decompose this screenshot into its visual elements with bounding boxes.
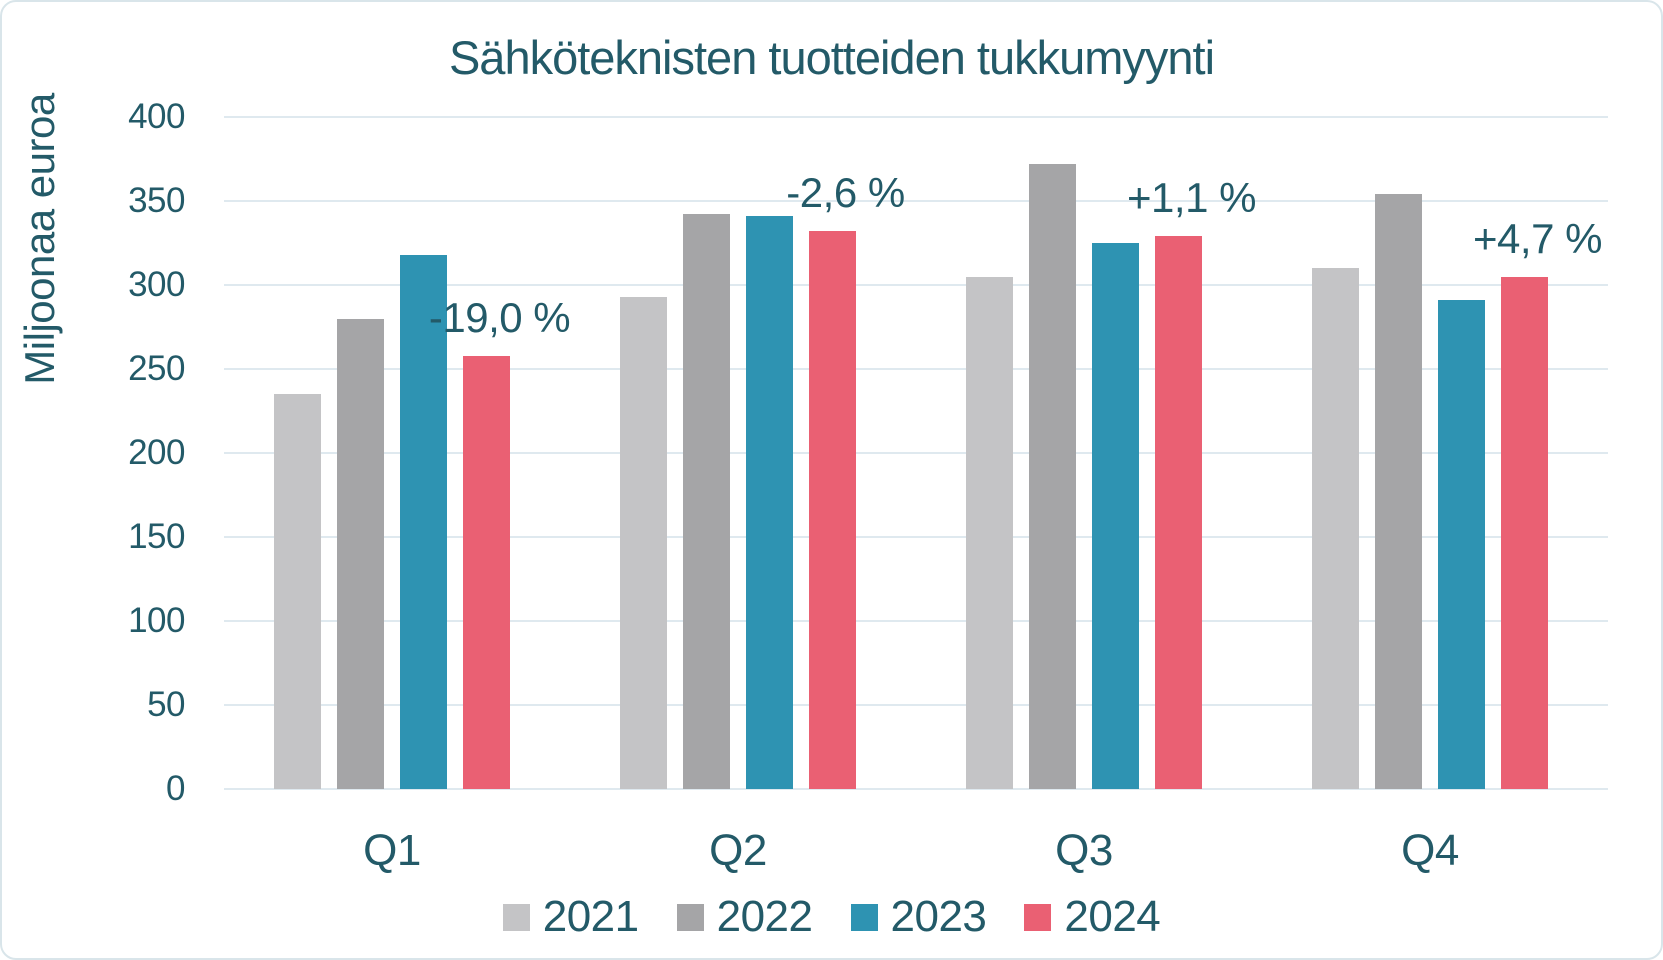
- y-tick-label-50: 50: [147, 685, 185, 724]
- bar-2022-q2: [683, 214, 730, 789]
- bar-2024-q3: [1155, 236, 1202, 789]
- annotation-q1: -19,0 %: [428, 293, 571, 341]
- y-tick-label-300: 300: [128, 265, 185, 304]
- annotation-q2: -2,6 %: [786, 169, 905, 217]
- bar-2022-q1: [337, 318, 384, 789]
- bar-2023-q1: [400, 254, 447, 789]
- gridline-150: [224, 536, 1608, 538]
- legend-item-2024: 2024: [1024, 892, 1161, 942]
- bar-2023-q2: [746, 216, 793, 789]
- annotation-q4: +4,7 %: [1473, 214, 1602, 262]
- x-label-q3: Q3: [1055, 826, 1113, 875]
- gridline-200: [224, 452, 1608, 454]
- legend-item-2021: 2021: [502, 892, 639, 942]
- legend-label-2024: 2024: [1064, 892, 1161, 941]
- x-label-q2: Q2: [709, 826, 767, 875]
- bar-2023-q3: [1092, 243, 1139, 789]
- legend-label-2023: 2023: [890, 892, 987, 941]
- legend-label-2022: 2022: [716, 892, 813, 941]
- annotation-q3: +1,1 %: [1127, 174, 1256, 222]
- bar-2023-q4: [1438, 300, 1485, 789]
- chart-title: Sähköteknisten tuotteiden tukkumyynti: [448, 31, 1215, 84]
- bar-2022-q3: [1029, 164, 1076, 789]
- bar-2022-q4: [1375, 194, 1422, 789]
- bar-2024-q1: [463, 355, 510, 789]
- y-tick-label-100: 100: [128, 601, 185, 640]
- y-tick-label-0: 0: [166, 769, 185, 808]
- legend-swatch-2023: [850, 903, 878, 931]
- bar-2024-q4: [1501, 276, 1548, 789]
- gridline-300: [224, 284, 1608, 286]
- y-tick-label-400: 400: [128, 97, 185, 136]
- gridline-350: [224, 200, 1608, 202]
- bar-2021-q1: [274, 394, 321, 789]
- y-tick-label-250: 250: [128, 349, 185, 388]
- legend-item-2023: 2023: [850, 892, 987, 942]
- gridline-250: [224, 368, 1608, 370]
- legend-swatch-2021: [502, 903, 530, 931]
- legend-label-2021: 2021: [542, 892, 639, 941]
- y-tick-label-350: 350: [128, 181, 185, 220]
- legend: 2021 2022 2023 2024: [2, 892, 1661, 942]
- y-tick-label-200: 200: [128, 433, 185, 472]
- gridline-50: [224, 704, 1608, 706]
- x-label-q4: Q4: [1401, 826, 1459, 875]
- gridline-0: [224, 788, 1608, 790]
- bar-2024-q2: [809, 231, 856, 789]
- y-tick-label-150: 150: [128, 517, 185, 556]
- bar-2021-q4: [1312, 268, 1359, 789]
- gridline-100: [224, 620, 1608, 622]
- legend-swatch-2024: [1024, 903, 1052, 931]
- bar-2021-q3: [966, 276, 1013, 789]
- legend-item-2022: 2022: [676, 892, 813, 942]
- x-label-q1: Q1: [363, 826, 421, 875]
- bar-2021-q2: [620, 296, 667, 789]
- legend-swatch-2022: [676, 903, 704, 931]
- gridline-400: [224, 116, 1608, 118]
